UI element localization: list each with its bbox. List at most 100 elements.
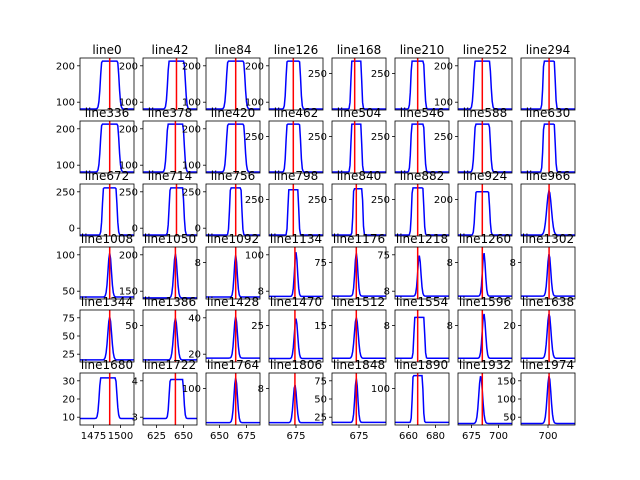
xtick-label: 675: [237, 431, 256, 442]
ytick-label: 250: [308, 132, 327, 143]
subplot-title: line1302: [522, 232, 574, 246]
subplot-title: line1596: [459, 295, 511, 309]
axes-frame: [79, 183, 135, 237]
subplot: line1134 8 100: [245, 232, 324, 300]
subplot: line1344 25 50 75: [62, 295, 135, 363]
signal-line: [521, 376, 575, 425]
xtick-label: 680: [426, 431, 445, 442]
xtick-label: 675: [462, 431, 481, 442]
subplot-title: line336: [85, 106, 130, 120]
signal-line: [80, 187, 134, 236]
ytick-label: 50: [314, 395, 327, 406]
subplot: line420 100 200: [182, 106, 261, 174]
axes-frame: [79, 372, 135, 426]
subplot: line882 250: [371, 169, 450, 237]
axes-frame: [331, 246, 387, 300]
ytick-label: 100: [245, 98, 264, 109]
subplot: line1764 100 650 675: [182, 358, 261, 442]
subplot: line966: [520, 169, 576, 237]
axes-frame: [394, 246, 450, 300]
subplot-title: line1722: [144, 358, 196, 372]
subplot-title: line210: [400, 43, 445, 57]
subplot-title: line1050: [144, 232, 196, 246]
signal-line: [332, 60, 386, 110]
signal-line: [521, 60, 575, 110]
signal-line: [143, 123, 197, 173]
ytick-label: 8: [195, 258, 201, 269]
subplot: line1470 25: [251, 295, 324, 363]
subplot: line1890 100 660 680: [371, 358, 450, 442]
subplot-title: line1890: [396, 358, 448, 372]
signal-line: [206, 254, 260, 298]
xtick-label: 625: [147, 431, 166, 442]
ytick-label: 200: [119, 61, 138, 72]
subplot: line126 100 200: [245, 43, 324, 111]
axes-frame: [79, 120, 135, 174]
subplot-title: line42: [152, 43, 189, 57]
axes-frame: [268, 183, 324, 237]
ytick-label: 8: [447, 258, 453, 269]
axes-frame: [457, 120, 513, 174]
subplot: line1092 8: [195, 232, 261, 300]
ytick-label: 100: [56, 161, 75, 172]
signal-line: [206, 187, 260, 236]
ytick-label: 250: [245, 195, 264, 206]
signal-line: [206, 316, 260, 359]
axes-frame: [79, 246, 135, 300]
axes-frame: [331, 309, 387, 363]
subplot: line924 200: [434, 169, 513, 237]
subplot-title: line420: [211, 106, 256, 120]
subplot: line1050 150 200: [119, 232, 198, 300]
subplot-title: line84: [215, 43, 252, 57]
axes-frame: [205, 120, 261, 174]
ytick-label: 10: [62, 413, 75, 424]
signal-line: [395, 255, 449, 297]
ytick-label: 100: [56, 250, 75, 261]
subplot: line756 0 250: [182, 169, 261, 237]
subplot: line252 100 200: [434, 43, 513, 111]
signal-line: [458, 313, 512, 360]
ytick-label: 200: [434, 195, 453, 206]
ytick-label: 200: [119, 124, 138, 135]
ytick-label: 100: [497, 395, 516, 406]
subplot-title: line462: [274, 106, 319, 120]
xtick-label: 650: [210, 431, 229, 442]
ytick-label: 75: [62, 313, 75, 324]
subplot-title: line1344: [81, 295, 133, 309]
subplot: line840 250: [308, 169, 387, 237]
signal-line: [458, 252, 512, 297]
signal-line: [332, 188, 386, 236]
signal-line: [332, 252, 386, 297]
axes-frame: [520, 309, 576, 363]
subplot-title: line882: [400, 169, 445, 183]
subplot-title: line1008: [81, 232, 133, 246]
ytick-label: 100: [371, 384, 390, 395]
subplot-title: line1218: [396, 232, 448, 246]
ytick-label: 250: [371, 195, 390, 206]
axes-frame: [268, 309, 324, 363]
subplot-title: line1470: [270, 295, 322, 309]
axes-frame: [394, 183, 450, 237]
ytick-label: 8: [447, 321, 453, 332]
ytick-label: 25: [251, 321, 264, 332]
ytick-label: 0: [132, 224, 138, 235]
axes-frame: [457, 372, 513, 426]
subplot: line1260 8: [447, 232, 513, 300]
ytick-label: 150: [119, 287, 138, 298]
subplot: line672 0 250: [56, 169, 135, 237]
subplot-title: line1176: [333, 232, 385, 246]
signal-line: [395, 316, 449, 360]
subplot-title: line1638: [522, 295, 574, 309]
ytick-label: 20: [62, 395, 75, 406]
subplot: line1554 8: [384, 295, 450, 363]
axes-frame: [394, 120, 450, 174]
ytick-label: 200: [182, 124, 201, 135]
signal-line: [395, 187, 449, 236]
subplot-title: line252: [463, 43, 508, 57]
subplot-title: line1680: [81, 358, 133, 372]
ytick-label: 40: [188, 313, 201, 324]
axes-frame: [205, 183, 261, 237]
subplot-title: line546: [400, 106, 445, 120]
signal-line: [269, 123, 323, 173]
